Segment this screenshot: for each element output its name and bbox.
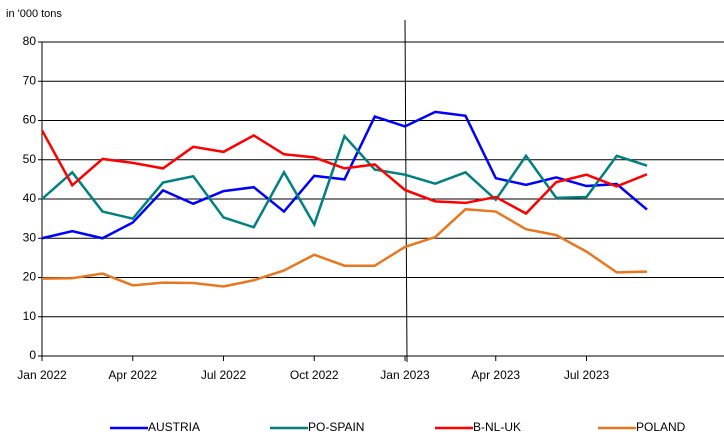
y-tick-label: 70 bbox=[23, 73, 37, 87]
y-tick-label: 40 bbox=[23, 191, 37, 205]
y-axis-label: in '000 tons bbox=[6, 8, 62, 20]
y-tick-label: 20 bbox=[23, 270, 37, 284]
series-line bbox=[41, 207, 648, 288]
y-tick-label: 30 bbox=[23, 230, 37, 244]
x-tick-label: Apr 2022 bbox=[108, 368, 157, 382]
legend-label: POLAND bbox=[636, 420, 686, 434]
x-tick-label: Oct 2022 bbox=[290, 368, 339, 382]
legend-label: B-NL-UK bbox=[473, 420, 521, 434]
series-line bbox=[41, 110, 648, 240]
x-tick-label: Apr 2023 bbox=[471, 368, 520, 382]
series-line bbox=[40, 129, 648, 216]
y-tick-label: 10 bbox=[23, 309, 37, 323]
x-tick-label: Jul 2022 bbox=[201, 368, 247, 382]
x-tick-label: Jul 2023 bbox=[564, 368, 610, 382]
y-tick-label: 80 bbox=[23, 34, 37, 48]
legend-label: PO-SPAIN bbox=[308, 420, 364, 434]
x-tick-label: Jan 2022 bbox=[17, 368, 67, 382]
series-line bbox=[41, 133, 648, 229]
y-tick-label: 60 bbox=[23, 113, 37, 127]
x-tick-label: Jan 2023 bbox=[380, 368, 430, 382]
legend-label: AUSTRIA bbox=[148, 420, 200, 434]
y-tick-label: 0 bbox=[29, 348, 36, 362]
y-tick-label: 50 bbox=[23, 152, 37, 166]
